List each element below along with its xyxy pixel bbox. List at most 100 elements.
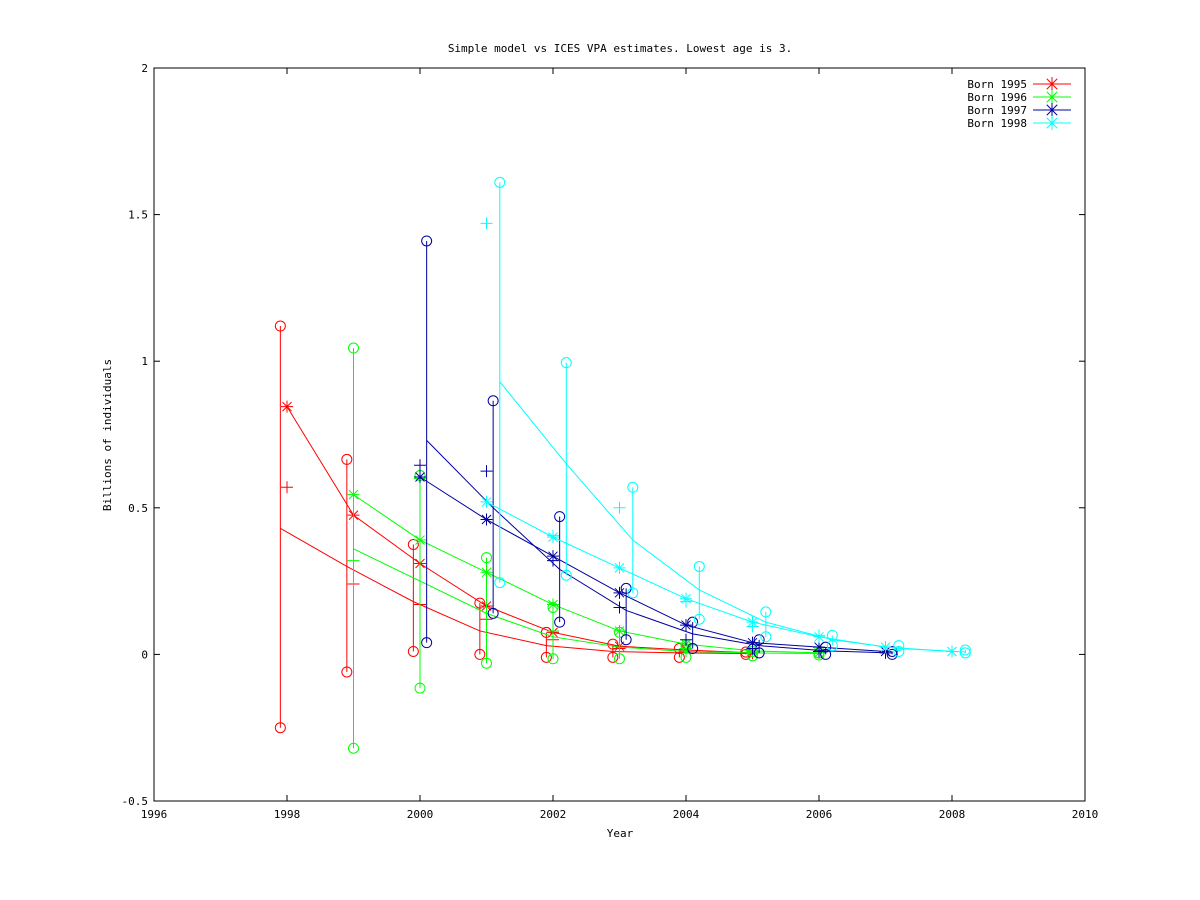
series-1 — [274, 320, 759, 734]
error-bar-high — [627, 481, 639, 493]
error-bar-low — [680, 651, 692, 663]
error-bar-low — [341, 666, 353, 678]
error-bar-low — [540, 651, 552, 663]
legend-marker — [1045, 77, 1059, 91]
error-bar-low — [487, 607, 499, 619]
error-bar-low — [820, 648, 832, 660]
error-bar-high — [560, 357, 572, 369]
legend-label: Born 1995 — [967, 78, 1027, 91]
model-line — [426, 440, 893, 654]
error-bar-low — [554, 616, 566, 628]
plus-point — [480, 217, 493, 230]
series-layer — [274, 176, 971, 754]
error-bar-low — [687, 643, 699, 655]
plus-point — [680, 595, 692, 608]
plus-point — [680, 633, 692, 646]
y-tick-label: 1 — [141, 355, 148, 368]
y-tick-label: 2 — [141, 62, 148, 75]
vpa-point — [613, 586, 626, 599]
error-bar-low — [481, 657, 492, 669]
error-bar-high — [760, 606, 772, 618]
error-bar-low — [494, 577, 506, 589]
legend-label: Born 1997 — [967, 104, 1027, 117]
x-tick-label: 2000 — [407, 808, 434, 821]
model-line — [353, 548, 820, 655]
x-tick-label: 1996 — [141, 808, 168, 821]
x-tick-label: 2004 — [673, 808, 700, 821]
error-bar-high — [607, 638, 619, 650]
plot-area-frame — [153, 67, 1086, 802]
error-bar-low — [620, 634, 632, 646]
vpa-line — [286, 406, 753, 654]
y-tick-label: -0.5 — [122, 795, 149, 808]
vpa-point — [414, 471, 426, 484]
y-tick-label: 0 — [141, 648, 148, 661]
error-bar-low — [753, 647, 765, 659]
x-tick-label: 2010 — [1072, 808, 1099, 821]
plus-point — [879, 641, 892, 654]
error-bar-low — [407, 645, 419, 657]
plus-point — [946, 645, 958, 658]
legend-marker — [1045, 90, 1059, 104]
error-bar-high — [547, 601, 559, 613]
vpa-line — [419, 476, 886, 652]
vpa-point — [281, 400, 293, 413]
y-tick-label: 0.5 — [128, 502, 148, 515]
x-axis-label: Year — [607, 827, 634, 840]
x-tick-label: 2006 — [806, 808, 833, 821]
plus-point — [414, 459, 426, 472]
vpa-point — [480, 495, 493, 508]
error-bar-high — [407, 538, 419, 550]
error-bar-high — [693, 560, 705, 572]
plus-point — [281, 481, 293, 494]
error-bar-high — [474, 597, 486, 609]
y-tick-label: 1.5 — [128, 209, 148, 222]
error-bar-low — [760, 631, 772, 643]
error-bar-low — [893, 645, 905, 657]
chart-title: Simple model vs ICES VPA estimates. Lowe… — [448, 42, 792, 55]
legend-marker — [1045, 116, 1059, 130]
plus-point — [480, 465, 493, 478]
error-bar-high — [341, 453, 353, 465]
plus-point — [547, 529, 559, 542]
error-bar-low — [607, 651, 619, 663]
error-bar-low — [886, 648, 898, 660]
legend-label: Born 1996 — [967, 91, 1027, 104]
error-bar-high — [687, 616, 699, 628]
axis-ticks: 1996 1998 2000 2002 2004 2006 2008 2010 -0.5 0 0.5… — [122, 62, 1099, 821]
x-tick-label: 2002 — [540, 808, 567, 821]
error-bar-low — [627, 587, 639, 599]
error-bar-low — [547, 653, 559, 665]
legend-marker — [1045, 103, 1059, 117]
error-bar-high — [753, 634, 765, 646]
error-bar-low — [740, 648, 752, 660]
error-bar-high — [820, 641, 832, 653]
error-bar-low — [560, 569, 572, 581]
vpa-point — [613, 561, 626, 574]
vpa-point — [680, 619, 692, 632]
error-bar-high — [554, 511, 566, 523]
error-bar-high — [893, 640, 905, 652]
error-bar-high — [274, 320, 286, 332]
plus-point — [746, 620, 759, 633]
model-line — [280, 527, 746, 655]
error-bar-low — [274, 722, 286, 734]
plus-point — [613, 501, 626, 514]
error-bar-high — [481, 552, 492, 564]
error-bar-high — [826, 629, 838, 641]
error-bar-low — [474, 648, 486, 660]
vpa-line — [486, 501, 953, 652]
vpa-point — [480, 513, 493, 526]
series-4 — [480, 176, 971, 659]
error-bar-low — [348, 742, 359, 754]
y-axis-label: Billions of individuals — [101, 359, 114, 511]
error-bar-high — [614, 626, 625, 638]
error-bar-high — [421, 235, 433, 247]
vpa-point — [547, 598, 559, 611]
error-bar-high — [487, 395, 499, 407]
plus-point — [813, 629, 825, 642]
error-bar-high — [494, 176, 506, 188]
error-bar-high — [348, 342, 359, 354]
